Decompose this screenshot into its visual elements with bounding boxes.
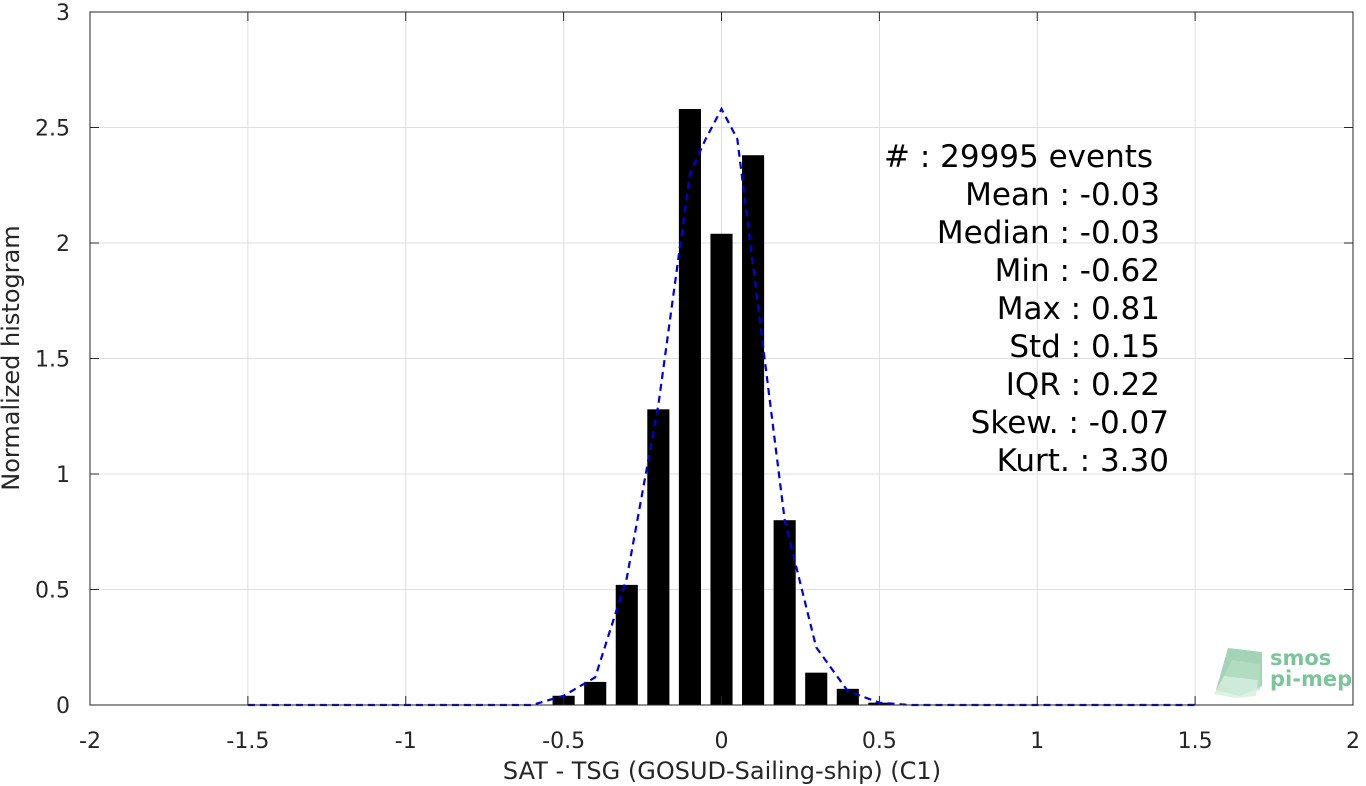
stat-line: Median : -0.03 <box>937 215 1160 251</box>
stat-line: Max : 0.81 <box>997 291 1160 327</box>
x-tick-label: -1 <box>395 729 417 754</box>
x-tick-label: -2 <box>79 729 101 754</box>
y-tick-label: 3 <box>56 1 70 26</box>
stat-line: Std : 0.15 <box>1009 329 1160 365</box>
x-axis-label: SAT - TSG (GOSUD-Sailing-ship) (C1) <box>503 757 941 785</box>
y-tick-label: 2 <box>56 232 70 257</box>
logo-mark-icon <box>1214 648 1262 698</box>
x-tick-label: -0.5 <box>542 729 585 754</box>
stat-line: IQR : 0.22 <box>1006 367 1160 403</box>
y-tick-label: 1.5 <box>35 348 70 373</box>
x-tick-label: 1.5 <box>1178 729 1213 754</box>
axes-frame <box>89 11 1354 706</box>
y-tick-label: 0 <box>56 694 70 719</box>
x-tick-label: 1 <box>1030 729 1044 754</box>
y-axis-label: Normalized histogram <box>0 225 25 490</box>
x-axis-ticks: -2 -1.5 -1 -0.5 0 0.5 1 1.5 2 <box>79 729 1360 754</box>
stat-line: Kurt. : 3.30 <box>997 443 1169 479</box>
histogram-bar <box>584 681 607 705</box>
y-tick-label: 1 <box>56 463 70 488</box>
histogram-bar <box>836 688 859 705</box>
plot-frame <box>89 11 1354 706</box>
histogram-bar <box>710 233 733 705</box>
histogram-bar <box>678 109 701 705</box>
histogram-bar <box>805 672 828 705</box>
stat-line: Mean : -0.03 <box>965 177 1160 213</box>
histogram-bar <box>773 520 796 705</box>
stat-line: # : 29995 events <box>884 139 1153 175</box>
histogram-bar <box>742 155 765 706</box>
y-tick-label: 2.5 <box>35 117 70 142</box>
histogram-bars <box>552 109 891 706</box>
y-axis-ticks: 0 0.5 1 1.5 2 2.5 3 <box>35 1 70 719</box>
histogram-bar <box>615 584 638 705</box>
logo-text-smos: smos <box>1270 646 1331 670</box>
histogram-bar <box>647 409 670 705</box>
stat-line: Min : -0.62 <box>995 253 1160 289</box>
x-tick-label: 0 <box>715 729 729 754</box>
smos-pimep-logo: smos pi-mep <box>1214 646 1352 698</box>
stat-line: Skew. : -0.07 <box>971 405 1169 441</box>
y-tick-label: 0.5 <box>35 579 70 604</box>
x-tick-label: -1.5 <box>226 729 269 754</box>
x-tick-label: 0.5 <box>862 729 897 754</box>
logo-text-pimep: pi-mep <box>1270 667 1352 691</box>
x-tick-label: 2 <box>1346 729 1360 754</box>
